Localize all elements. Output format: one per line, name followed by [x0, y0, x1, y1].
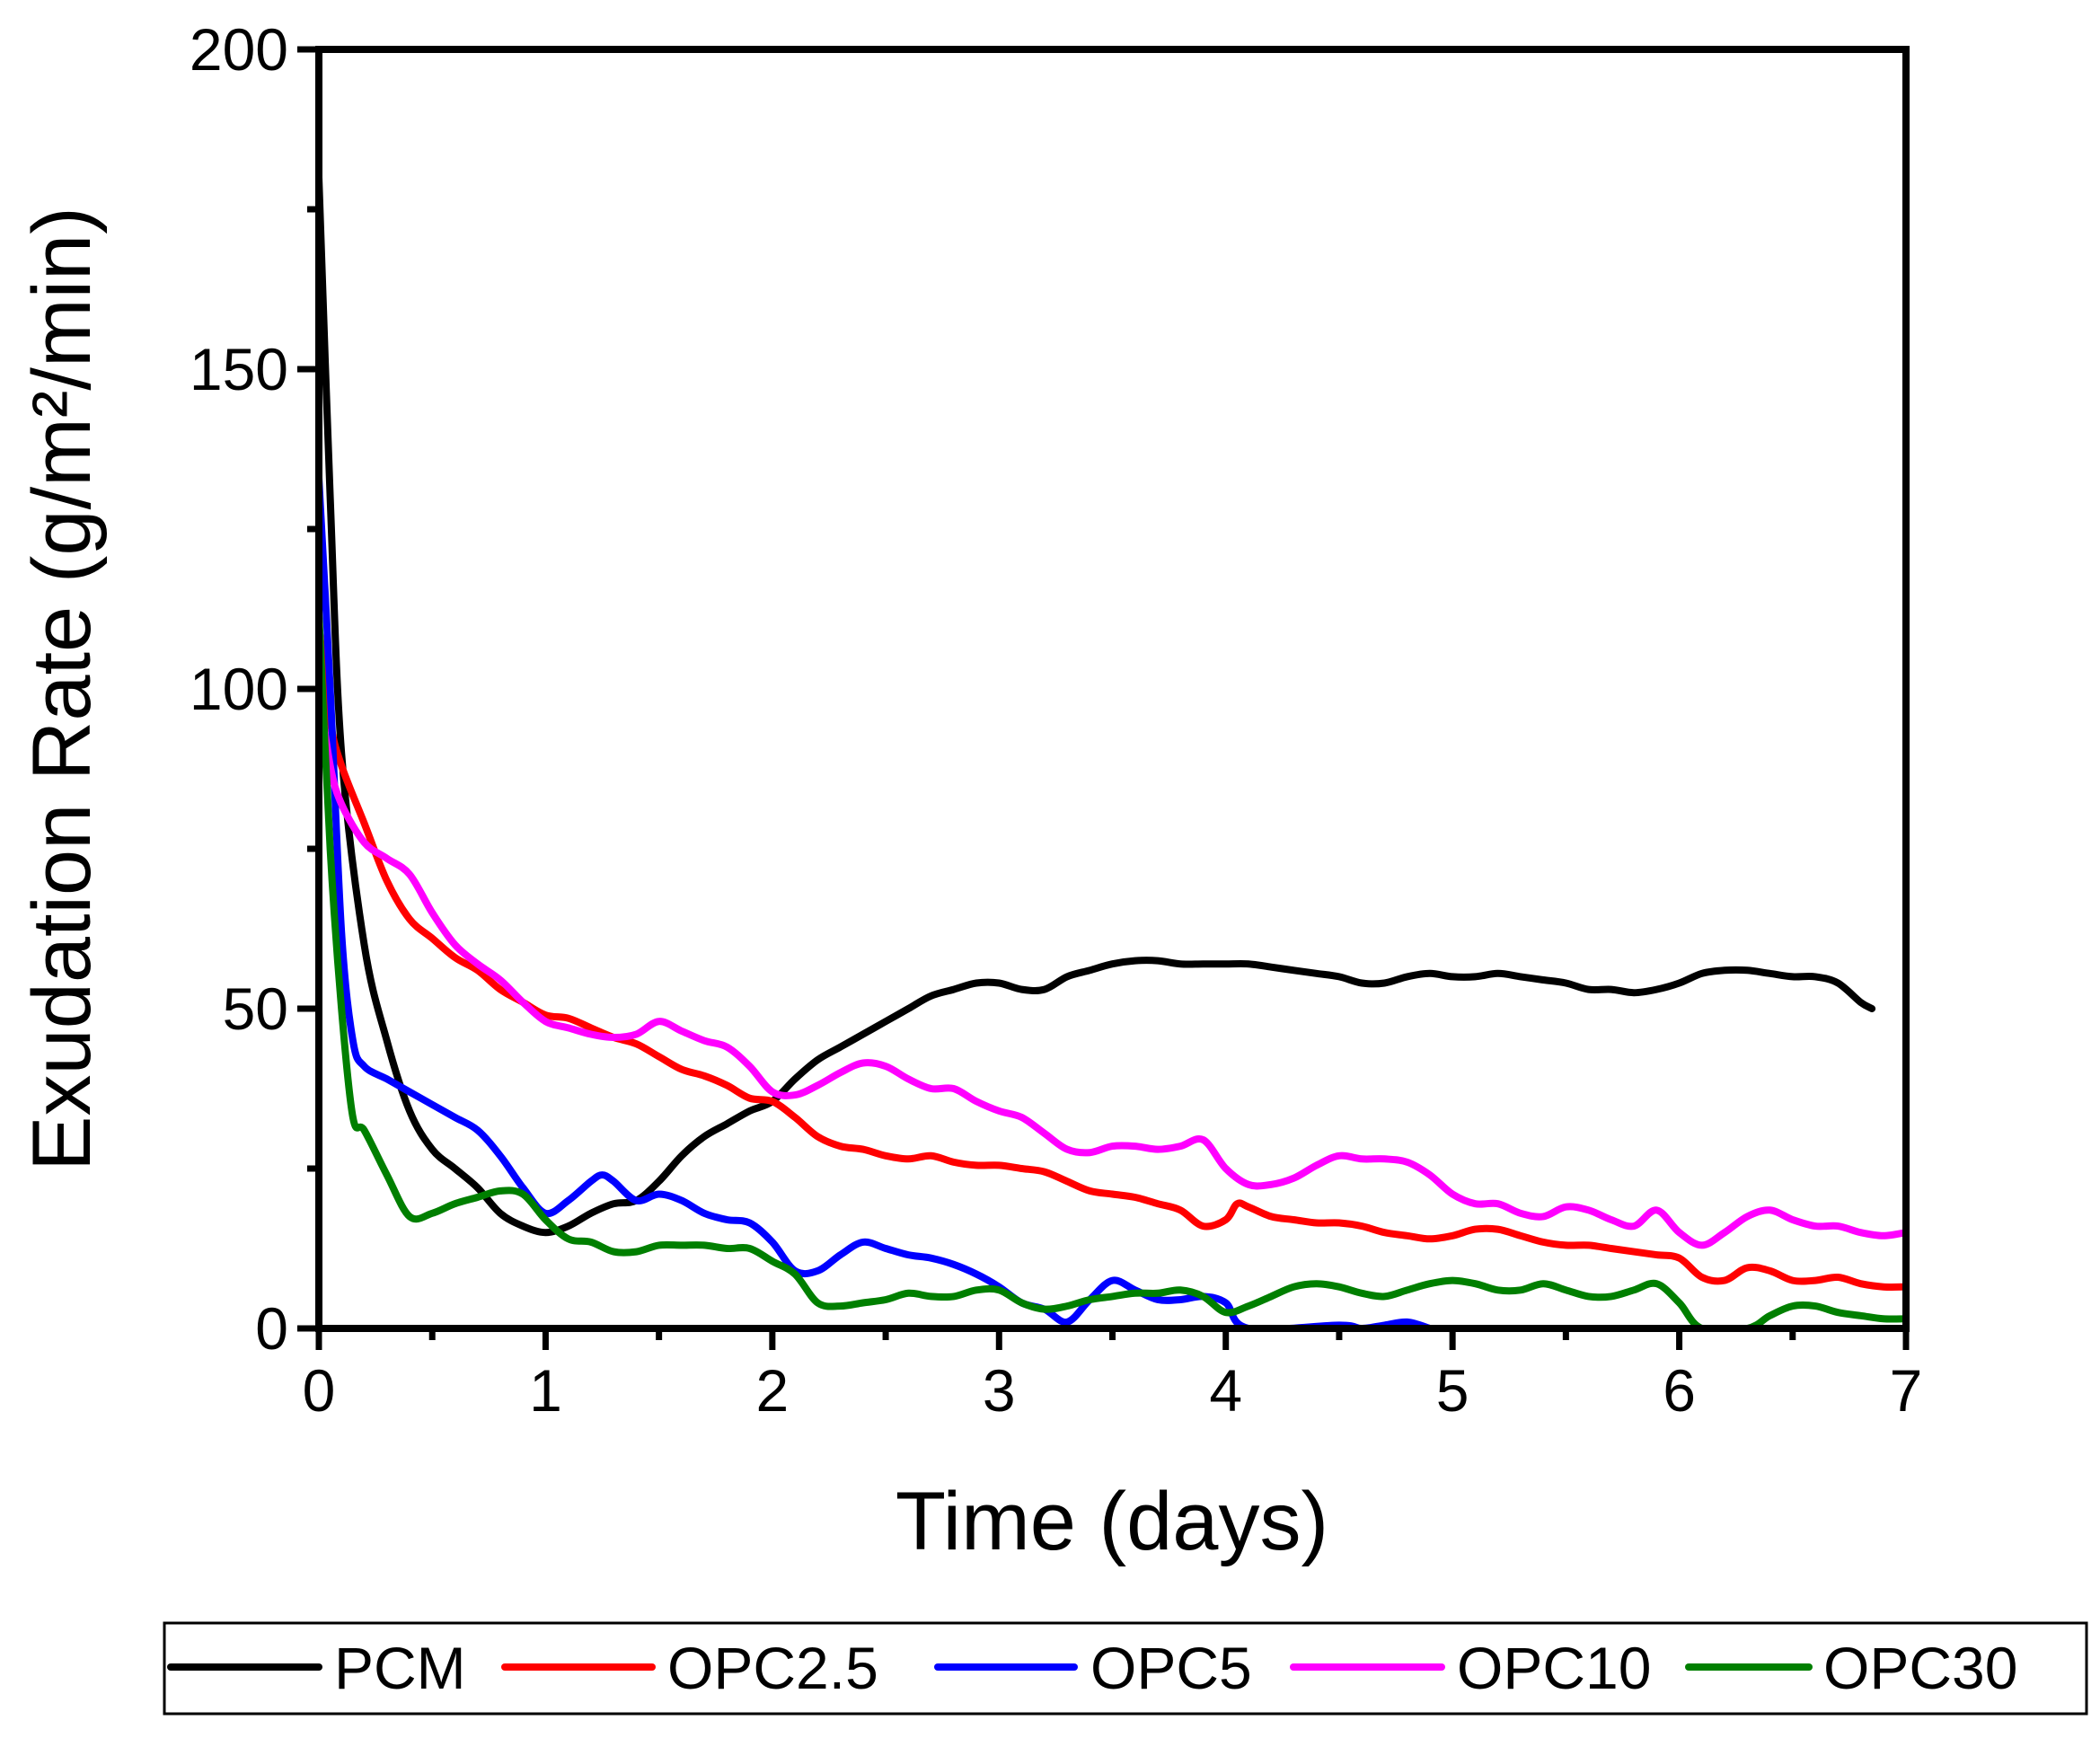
legend-item-opc5: OPC5 — [934, 1635, 1252, 1701]
series-line-opc5 — [319, 474, 1434, 1328]
x-tick-label-2: 2 — [755, 1357, 789, 1424]
legend: PCM OPC2.5 OPC5 OPC10 OPC30 — [163, 1621, 2088, 1716]
legend-label-opc10: OPC10 — [1457, 1635, 1651, 1701]
legend-item-pcm: PCM — [167, 1635, 466, 1701]
legend-label-opc5: OPC5 — [1090, 1635, 1252, 1701]
y-tick-label-0: 0 — [255, 1295, 288, 1362]
series-line-opc30 — [319, 608, 1906, 1328]
legend-label-opc2-5: OPC2.5 — [667, 1635, 878, 1701]
legend-item-opc30: OPC30 — [1685, 1635, 2017, 1701]
x-axis-title: Time (days) — [896, 1476, 1328, 1567]
series-line-opc10 — [319, 685, 1906, 1249]
y-tick-label-100: 100 — [190, 656, 288, 722]
y-axis-title: Exudation Rate (g/m²/min) — [16, 207, 108, 1171]
y-tick-label-150: 150 — [190, 336, 288, 402]
x-tick-label-7: 7 — [1890, 1357, 1923, 1424]
x-tick-label-6: 6 — [1663, 1357, 1696, 1424]
legend-label-pcm: PCM — [334, 1635, 466, 1701]
legend-item-opc10: OPC10 — [1290, 1635, 1651, 1701]
y-tick-label-200: 200 — [190, 16, 288, 83]
y-axis-ticks: 0 50 100 150 200 — [190, 16, 319, 1362]
series-layer — [319, 173, 1906, 1328]
series-line-opc2-5 — [319, 621, 1906, 1291]
x-tick-label-1: 1 — [529, 1357, 562, 1424]
x-tick-label-5: 5 — [1436, 1357, 1469, 1424]
plot-frame — [315, 46, 1910, 1332]
legend-label-opc30: OPC30 — [1823, 1635, 2017, 1701]
y-tick-label-50: 50 — [223, 975, 288, 1042]
legend-item-opc2-5: OPC2.5 — [501, 1635, 878, 1701]
x-tick-label-4: 4 — [1209, 1357, 1242, 1424]
series-line-pcm — [319, 173, 1876, 1237]
x-tick-label-3: 3 — [983, 1357, 1016, 1424]
x-axis-ticks: 0 1 2 3 4 5 6 7 — [303, 1328, 1923, 1424]
x-tick-label-0: 0 — [303, 1357, 336, 1424]
